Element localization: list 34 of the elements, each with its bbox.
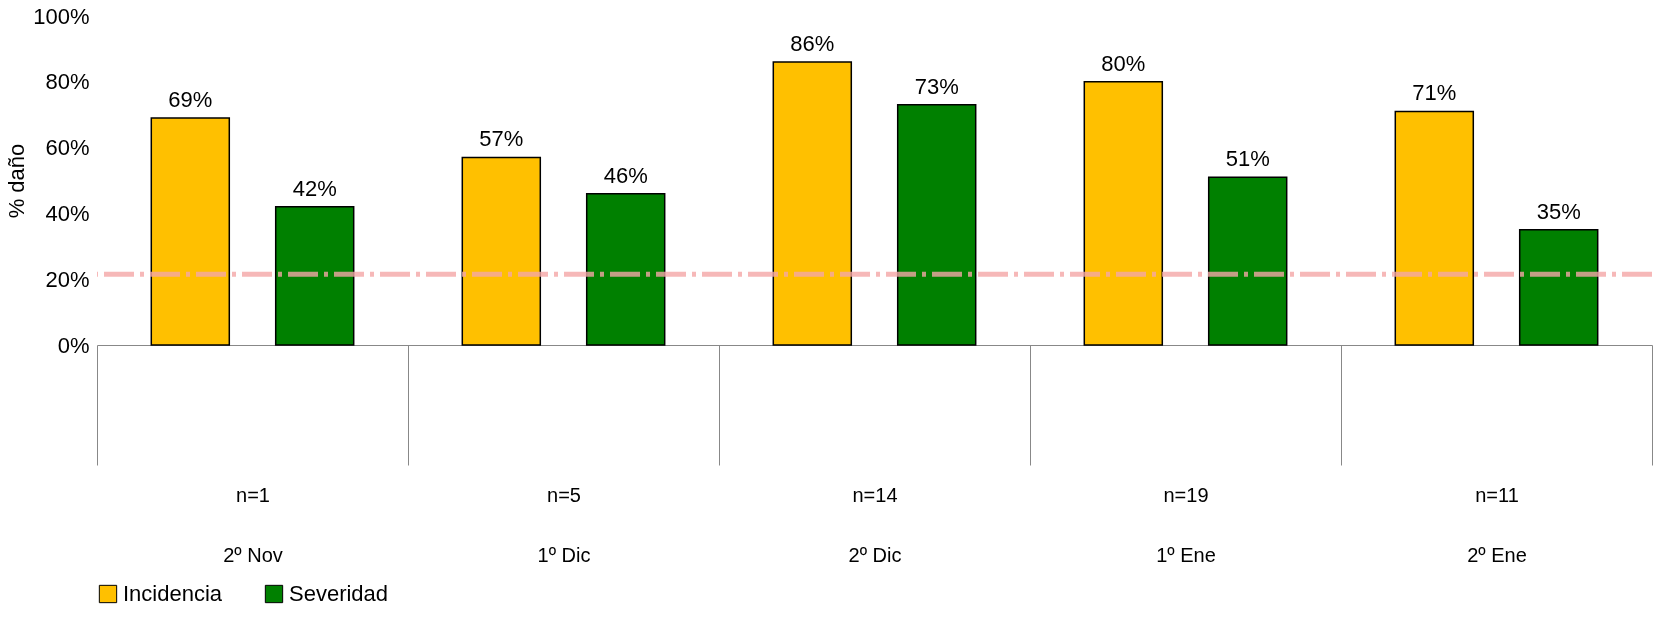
data-label: 73% bbox=[914, 73, 959, 99]
data-label: 80% bbox=[1101, 50, 1146, 76]
y-tick-label: 100% bbox=[33, 3, 90, 29]
data-label: 69% bbox=[168, 86, 213, 112]
category-label: n=11 2º Ene bbox=[1467, 483, 1527, 566]
data-label: 46% bbox=[603, 162, 648, 188]
bar bbox=[461, 156, 542, 346]
category-label: n=19 1º Ene bbox=[1156, 483, 1216, 566]
data-label: 71% bbox=[1412, 80, 1457, 106]
data-label: 51% bbox=[1225, 146, 1270, 172]
y-tick-label: 80% bbox=[45, 69, 90, 95]
bar bbox=[150, 117, 231, 346]
bar bbox=[1518, 229, 1599, 346]
bar bbox=[1394, 110, 1475, 346]
bar bbox=[1083, 81, 1164, 346]
data-label: 57% bbox=[479, 126, 524, 152]
category-label: n=14 2º Dic bbox=[848, 483, 902, 566]
bar bbox=[274, 206, 355, 346]
y-tick-label: 0% bbox=[57, 332, 90, 358]
data-label: 35% bbox=[1536, 198, 1581, 224]
bar bbox=[585, 192, 666, 346]
bar bbox=[772, 61, 853, 346]
category-label: n=1 2º Nov bbox=[223, 483, 283, 566]
legend-label: Incidencia bbox=[123, 581, 223, 606]
category-label: n=5 1º Dic bbox=[537, 483, 591, 566]
y-tick-label: 60% bbox=[45, 135, 90, 161]
legend-label: Severidad bbox=[289, 581, 389, 606]
data-label: 42% bbox=[292, 175, 337, 201]
y-axis-title: % daño bbox=[4, 143, 30, 219]
bar bbox=[1207, 176, 1288, 346]
bar bbox=[896, 104, 977, 346]
data-label: 86% bbox=[790, 31, 835, 57]
y-tick-label: 20% bbox=[45, 266, 90, 292]
y-tick-label: 40% bbox=[45, 200, 90, 226]
